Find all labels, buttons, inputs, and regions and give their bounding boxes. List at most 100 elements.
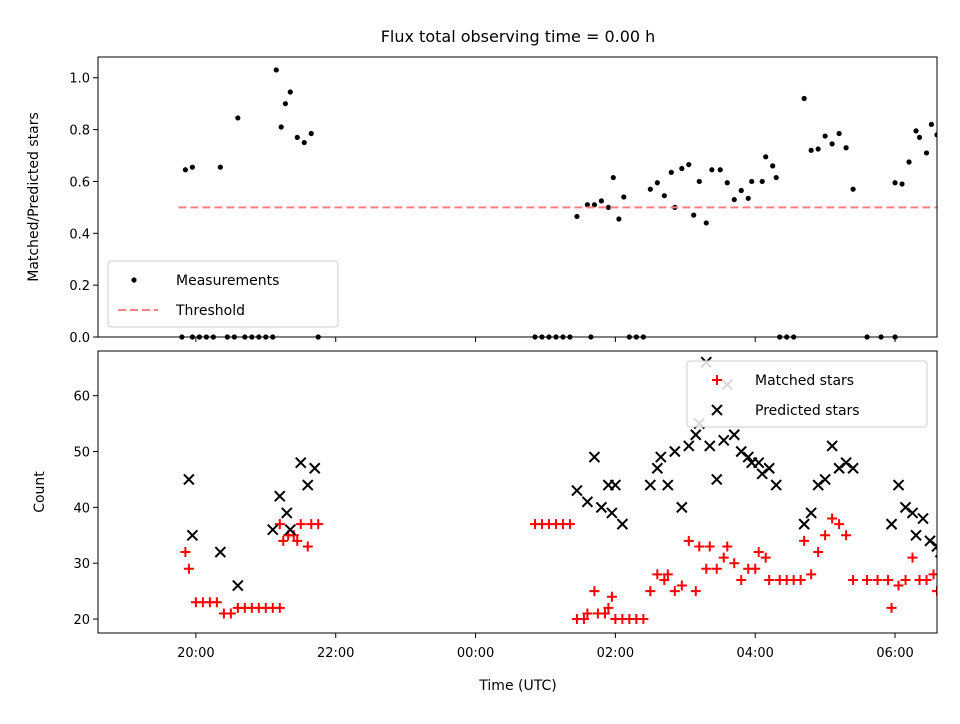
matched-star-point — [606, 591, 617, 602]
predicted-star-point — [284, 523, 296, 536]
predicted-star-point — [669, 445, 681, 458]
measurement-point — [574, 213, 580, 220]
measurement-point — [773, 174, 779, 181]
predicted-star-point — [676, 501, 688, 514]
matched-star-point — [799, 535, 810, 546]
matched-star-point — [806, 569, 817, 580]
matched-star-point — [578, 614, 589, 625]
y-tick-label: 50 — [73, 446, 90, 461]
measurement-point — [584, 202, 591, 208]
matched-star-point — [827, 513, 838, 524]
predicted-star-point — [742, 451, 754, 463]
measurement-point — [829, 141, 835, 147]
measurement-point — [686, 161, 692, 168]
matched-star-point — [883, 574, 894, 585]
predicted-star-point — [847, 462, 859, 474]
x-tick-label: 04:00 — [736, 646, 773, 661]
measurement-point — [822, 133, 828, 139]
x-tick-label: 20:00 — [177, 646, 214, 661]
matched-star-point — [180, 547, 191, 558]
predicted-star-point — [616, 518, 629, 530]
matched-star-point — [946, 614, 956, 624]
predicted-star-point — [704, 440, 716, 452]
matched-star-point — [722, 541, 733, 552]
y-tick-label: 1.0 — [69, 72, 90, 87]
matched-star-point — [932, 586, 937, 597]
matched-star-point — [949, 614, 959, 624]
predicted-star-point — [931, 540, 937, 553]
data-layer — [178, 67, 953, 340]
measurement-point — [189, 164, 195, 170]
measurement-point — [808, 147, 814, 153]
measurement-point — [273, 67, 279, 73]
predicted-star-point — [770, 479, 782, 491]
legend-label: Predicted stars — [755, 403, 860, 419]
x-tick-label: 02:00 — [597, 646, 634, 661]
matched-star-point — [750, 563, 761, 574]
matched-star-point — [907, 552, 918, 563]
predicted-star-point — [606, 507, 618, 519]
measurement-point — [703, 220, 709, 226]
measurement-point — [610, 174, 616, 181]
predicted-star-point — [295, 456, 307, 469]
measurement-point — [668, 169, 674, 175]
measurement-point — [948, 334, 953, 339]
predicted-star-point — [609, 479, 622, 491]
legend-box — [686, 360, 928, 428]
measurement-point — [934, 132, 937, 138]
matched-star-point — [582, 608, 593, 619]
predicted-star-point — [183, 473, 195, 486]
measurement-point — [691, 212, 697, 218]
axes-frame — [97, 350, 938, 634]
matched-star-point — [652, 569, 663, 580]
matched-star-point — [704, 541, 715, 552]
predicted-star-point — [662, 479, 674, 491]
x-tick-label: 00:00 — [457, 646, 494, 661]
predicted-star-point — [302, 479, 314, 491]
measurement-point — [696, 178, 702, 185]
matched-star-point — [736, 574, 747, 585]
predicted-star-point — [186, 529, 199, 541]
predicted-star-point — [718, 434, 730, 447]
predicted-star-point — [588, 451, 601, 463]
measurement-point — [941, 334, 946, 339]
measurement-point — [763, 154, 769, 160]
measurement-point — [899, 181, 905, 187]
measurement-point — [843, 145, 849, 151]
predicted-star-point — [819, 473, 831, 486]
measurement-point — [287, 89, 293, 95]
measurement-point — [836, 130, 842, 137]
matched-star-point — [564, 519, 575, 530]
matched-star-point — [669, 586, 680, 597]
measurement-point — [928, 121, 935, 128]
measurement-point — [745, 195, 751, 201]
measurement-point — [282, 101, 288, 107]
matched-star-point — [295, 519, 306, 530]
measurement-point — [654, 180, 660, 186]
matched-star-point — [676, 580, 687, 591]
predicted-star-point — [309, 462, 321, 474]
measurement-point — [217, 164, 223, 170]
predicted-star-point — [910, 529, 922, 541]
measurement-point — [731, 196, 737, 203]
x-tick-label: 22:00 — [317, 646, 354, 661]
predicted-star-point — [274, 490, 286, 502]
matched-star-point — [939, 586, 949, 596]
matched-star-point — [599, 608, 610, 619]
chart-title: Flux total observing time = 0.00 h — [381, 27, 656, 46]
x-axis-label: Time (UTC) — [478, 678, 556, 694]
legend: Measurements Threshold — [107, 260, 339, 328]
measurement-point — [916, 134, 923, 140]
measurement-point — [770, 163, 776, 169]
predicted-star-point — [753, 456, 765, 469]
y-axis-label: Count — [32, 471, 48, 513]
predicted-star-point — [581, 496, 594, 508]
measurement-point — [598, 198, 605, 204]
measurement-point — [709, 167, 715, 173]
matched-star-point — [278, 535, 289, 546]
matched-star-point — [729, 558, 740, 569]
x-tick-label: 06:00 — [876, 646, 913, 661]
measurement-point — [235, 115, 241, 121]
matched-star-point — [900, 574, 911, 585]
